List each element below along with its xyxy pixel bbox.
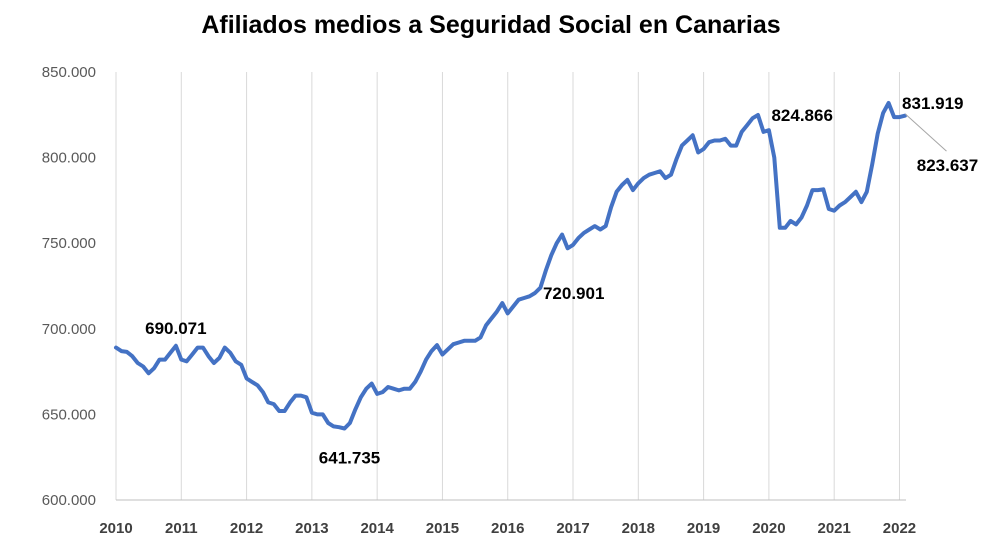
y-tick-label: 600.000 [42, 492, 96, 509]
data-label: 690.071 [145, 319, 206, 338]
chart-title: Afiliados medios a Seguridad Social en C… [201, 11, 780, 39]
x-tick-label: 2021 [817, 520, 850, 537]
y-axis-ticks: 600.000 650.000 700.000 750.000 800.000 850.0… [42, 64, 96, 509]
series-line [114, 101, 907, 431]
x-tick-label: 2010 [99, 520, 132, 537]
x-tick-label: 2013 [295, 520, 328, 537]
x-tick-label: 2015 [426, 520, 459, 537]
x-tick-label: 2019 [687, 520, 720, 537]
y-tick-label: 650.000 [42, 406, 96, 423]
x-tick-label: 2016 [491, 520, 524, 537]
y-tick-label: 800.000 [42, 150, 96, 167]
y-tick-label: 850.000 [42, 64, 96, 81]
y-tick-label: 750.000 [42, 235, 96, 252]
series-group [114, 101, 907, 431]
y-tick-label: 700.000 [42, 321, 96, 338]
data-label: 824.866 [771, 106, 832, 125]
x-tick-label: 2022 [883, 520, 916, 537]
x-axis-ticks: 2010 2011 2012 2013 2014 2015 2016 2017 2018 2019… [99, 520, 916, 537]
data-labels: 690.071 641.735 720.901 824.866 831.919 823.6… [145, 94, 978, 468]
data-label: 641.735 [319, 449, 380, 468]
x-tick-label: 2018 [622, 520, 655, 537]
x-tick-label: 2012 [230, 520, 263, 537]
data-label: 831.919 [902, 94, 963, 113]
data-label: 720.901 [543, 284, 604, 303]
x-tick-label: 2014 [360, 520, 394, 537]
x-tick-label: 2017 [556, 520, 589, 537]
gridlines [115, 72, 900, 500]
x-tick-label: 2020 [752, 520, 785, 537]
data-label: 823.637 [917, 156, 978, 175]
data-label-leader-line [905, 113, 947, 152]
x-tick-label: 2011 [165, 520, 198, 537]
